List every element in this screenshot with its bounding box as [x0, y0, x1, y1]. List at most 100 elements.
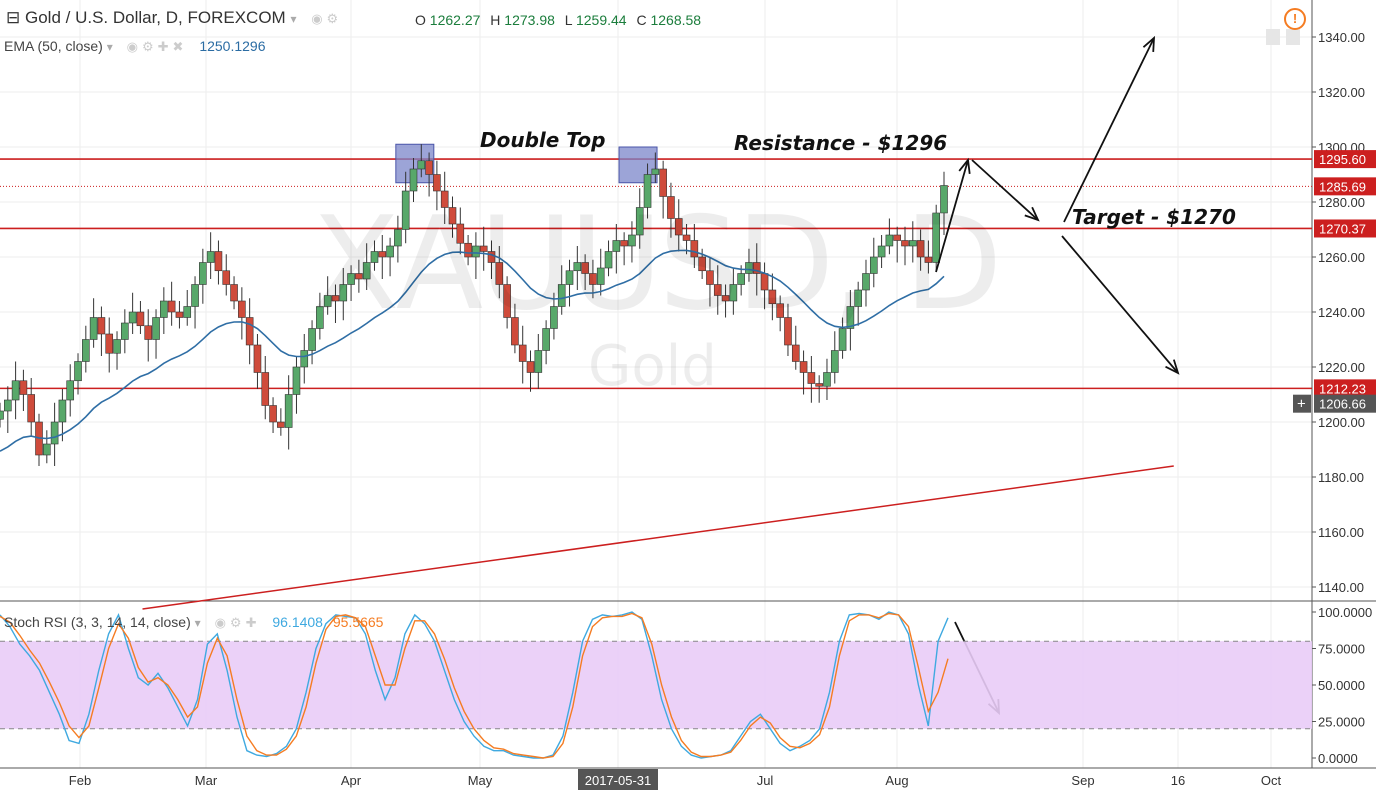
- candle-body: [121, 322, 129, 340]
- candle: [823, 358, 831, 400]
- candle: [612, 224, 621, 274]
- candle: [253, 334, 262, 389]
- candle: [167, 281, 176, 326]
- chevron-down-icon[interactable]: ▾: [194, 616, 201, 630]
- candle: [4, 386, 12, 433]
- ohlc-high: 1273.98: [504, 12, 555, 28]
- candle: [901, 226, 909, 266]
- candle-body: [745, 262, 753, 274]
- candle-body: [940, 185, 948, 214]
- candle: [355, 259, 363, 293]
- candle: [222, 254, 231, 296]
- candle-body: [596, 267, 605, 285]
- candle-body: [50, 421, 59, 445]
- price-badge: 1212.23: [1314, 379, 1376, 398]
- candle: [557, 265, 566, 315]
- time-tick-label: Apr: [341, 773, 362, 788]
- candle-body: [916, 240, 925, 258]
- ema-tools[interactable]: ◉⚙✚✖: [126, 39, 188, 54]
- stoch-tools[interactable]: ◉⚙✚: [214, 615, 261, 630]
- candle: [261, 356, 270, 420]
- candle-body: [823, 372, 831, 387]
- candle-body: [799, 361, 808, 373]
- candle: [292, 356, 301, 414]
- price-badge-label: 1285.69: [1319, 179, 1366, 194]
- candle: [854, 281, 862, 326]
- crosshair-plus-label: +: [1297, 396, 1306, 413]
- scroll-up-icon: [1286, 29, 1300, 45]
- candle: [776, 295, 784, 332]
- candle-body: [214, 251, 223, 272]
- price-badge-bg: [1314, 150, 1376, 169]
- candle: [43, 430, 51, 464]
- time-tick-label: Aug: [885, 773, 908, 788]
- annotation-target[interactable]: Target - $1270: [1072, 205, 1236, 229]
- arrow-shaft: [935, 159, 969, 273]
- candle: [300, 334, 309, 384]
- arrow-head: [1142, 35, 1156, 53]
- candle: [58, 389, 67, 442]
- chart-title[interactable]: ⊟ Gold / U.S. Dollar, D, FOREXCOM ▾ ◉⚙: [6, 8, 342, 28]
- candle-body: [58, 399, 67, 423]
- candle-body: [355, 273, 363, 280]
- candle: [323, 276, 332, 315]
- arrow-breakout-up: [1063, 35, 1156, 223]
- candle: [206, 232, 215, 279]
- time-tick-label: Mar: [195, 773, 218, 788]
- scroll-down-icon: [1266, 29, 1280, 45]
- price-tick-label: 1320.00: [1318, 85, 1365, 100]
- candle-body: [573, 262, 582, 272]
- candle-body: [167, 300, 176, 313]
- ohlc-low: 1259.44: [575, 12, 627, 28]
- candle-body: [175, 311, 184, 318]
- chevron-down-icon[interactable]: ▾: [106, 40, 113, 54]
- candle: [214, 240, 223, 285]
- candle: [284, 375, 293, 450]
- candle-body: [0, 410, 4, 420]
- candle-body: [370, 251, 379, 263]
- candle-body: [105, 333, 114, 354]
- candle: [362, 243, 371, 290]
- trendline: [142, 465, 1174, 610]
- stoch-legend[interactable]: Stoch RSI (3, 3, 14, 14, close) ▾ ◉⚙✚ 96…: [4, 614, 383, 631]
- arrow-head: [1024, 206, 1040, 222]
- annotation-double-top[interactable]: Double Top: [480, 128, 606, 152]
- annotation-resistance[interactable]: Resistance - $1296: [734, 131, 948, 155]
- candle-body: [659, 168, 667, 197]
- ema-legend[interactable]: EMA (50, close) ▾ ◉⚙✚✖ 1250.1296: [4, 38, 266, 55]
- candle: [464, 235, 472, 266]
- candle-body: [628, 234, 636, 247]
- arrow-head: [1165, 359, 1180, 375]
- price-tick-label: 1160.00: [1318, 525, 1364, 540]
- candle: [487, 240, 496, 279]
- candle-body: [472, 245, 480, 258]
- candle-body: [635, 207, 644, 236]
- candle: [66, 364, 75, 417]
- candle: [245, 298, 254, 365]
- chevron-down-icon[interactable]: ▾: [290, 12, 297, 26]
- candle: [526, 350, 535, 392]
- candle: [50, 402, 59, 466]
- candle-body: [43, 443, 51, 456]
- crosshair-plus-icon: [1293, 394, 1311, 413]
- candle: [425, 152, 433, 197]
- warning-icon[interactable]: !: [1284, 8, 1306, 30]
- candle-body: [511, 317, 519, 346]
- candle: [791, 325, 800, 370]
- candle-body: [277, 421, 285, 428]
- candle-body: [651, 168, 660, 175]
- ohlc-open: 1262.27: [429, 12, 481, 28]
- price-tick-label: 1260.00: [1318, 250, 1365, 265]
- candle: [940, 171, 948, 235]
- candle-body: [417, 160, 426, 170]
- stoch-tick-label: 50.0000: [1318, 678, 1365, 693]
- candle-body: [191, 284, 199, 307]
- candle-body: [425, 160, 433, 175]
- collapse-icon[interactable]: ⊟: [6, 8, 21, 27]
- candle: [581, 254, 589, 290]
- candle-body: [74, 361, 82, 382]
- title-tools[interactable]: ◉⚙: [311, 11, 343, 26]
- candle-body: [768, 289, 777, 305]
- candle-body: [183, 306, 192, 318]
